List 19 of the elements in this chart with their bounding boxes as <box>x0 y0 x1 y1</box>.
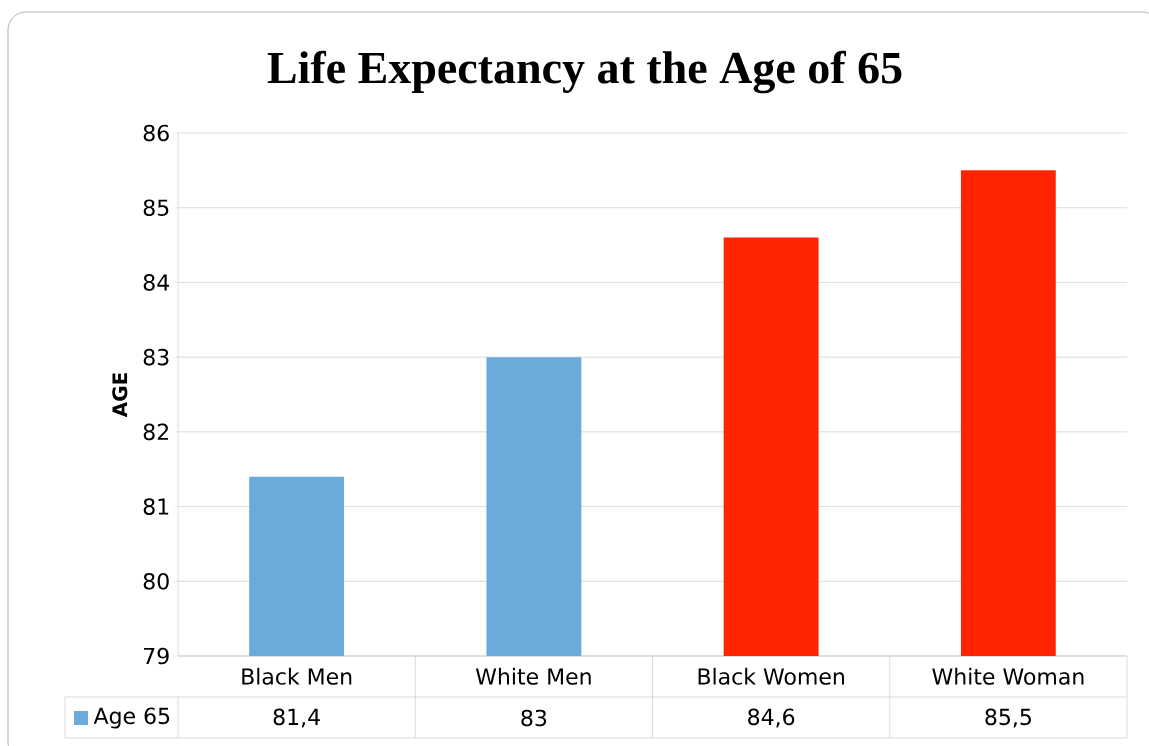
y-tick-label: 86 <box>143 124 169 142</box>
data-label: 85,5 <box>985 708 1031 728</box>
y-axis-title: AGE <box>112 373 128 418</box>
data-label: 81,4 <box>273 708 320 728</box>
y-tick-label: 85 <box>143 199 169 217</box>
y-tick-label: 80 <box>143 572 169 590</box>
y-tick-label: 81 <box>143 498 169 515</box>
x-tick-label: Black Men <box>242 667 352 685</box>
y-tick-label: 82 <box>143 423 168 441</box>
legend-label: Age 65 <box>93 707 170 729</box>
y-tick-label: 84 <box>143 274 169 291</box>
y-tick-label: 83 <box>143 348 169 366</box>
chart-title: Life Expectancy at the Age of 65 <box>267 50 902 94</box>
x-tick-label: White Woman <box>932 667 1084 685</box>
y-tick-label: 79 <box>144 647 169 665</box>
x-tick-label: Black Women <box>698 667 844 685</box>
data-label: 84,6 <box>748 708 795 728</box>
data-label: 83 <box>521 709 547 727</box>
x-tick-label: White Men <box>475 667 591 685</box>
